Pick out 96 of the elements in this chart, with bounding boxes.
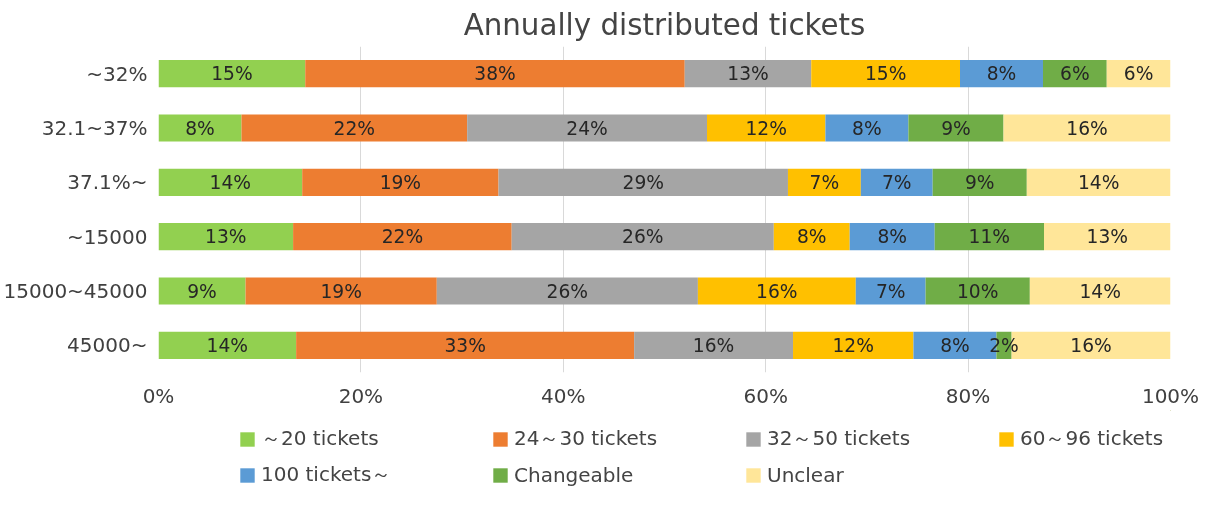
bar: [707, 114, 826, 142]
data-label: 26%: [622, 226, 664, 248]
bar: [684, 60, 812, 88]
bar: [498, 168, 788, 196]
bar: [932, 168, 1027, 196]
x-tick-label: 100%: [1141, 383, 1200, 408]
bar: [634, 331, 794, 359]
data-label: 7%: [809, 171, 840, 193]
bar: [849, 223, 935, 251]
legend-label: 100 tickets～: [261, 461, 393, 488]
data-label: 24%: [566, 117, 608, 139]
data-label: 13%: [1086, 226, 1128, 248]
data-label: 6%: [1060, 63, 1090, 85]
legend-label: Unclear: [767, 462, 845, 487]
y-tick-label: 37.1%~: [67, 170, 148, 195]
bar: [908, 114, 1004, 142]
data-label: 11%: [968, 226, 1011, 248]
data-label: 7%: [881, 171, 912, 193]
data-label: 19%: [379, 171, 422, 193]
bar: [436, 277, 698, 305]
data-label: 7%: [875, 280, 906, 302]
data-label: 16%: [756, 280, 798, 302]
data-label: 6%: [1123, 63, 1154, 85]
data-label: 8%: [940, 334, 970, 356]
data-label: 12%: [832, 334, 874, 356]
y-tick-label: ~32%: [86, 61, 148, 86]
y-tick-label: 45000~: [67, 333, 148, 358]
data-label: 22%: [381, 226, 424, 248]
bar: [158, 168, 303, 196]
data-label: 9%: [964, 171, 995, 193]
legend-label: ～20 tickets: [261, 425, 380, 452]
data-label: 33%: [444, 334, 486, 356]
data-label: 13%: [727, 63, 769, 85]
data-label: 15%: [864, 63, 907, 85]
x-tick-label: 0%: [142, 383, 175, 408]
data-label: 16%: [1070, 334, 1112, 356]
bar: [158, 60, 306, 88]
bar: [1026, 168, 1171, 196]
bar: [855, 277, 926, 305]
bar: [158, 223, 294, 251]
bar: [697, 277, 856, 305]
y-tick-label: 32.1~37%: [41, 116, 148, 140]
bar: [934, 223, 1044, 251]
bar: [1003, 114, 1171, 142]
data-label: 12%: [745, 117, 787, 139]
y-tick-label: 15000~45000: [3, 279, 148, 303]
bar: [1044, 223, 1171, 251]
legend-label: 60～96 tickets: [1020, 425, 1165, 452]
data-label: 14%: [1079, 280, 1121, 302]
bar: [296, 331, 635, 359]
bar: [158, 114, 242, 142]
data-label: 9%: [941, 117, 971, 139]
data-label: 8%: [796, 226, 827, 248]
data-label: 9%: [187, 280, 217, 302]
bar: [241, 114, 468, 142]
bar: [302, 168, 499, 196]
legend-label: Changeable: [514, 462, 635, 487]
data-label: 26%: [546, 280, 589, 302]
x-tick-label: 20%: [338, 383, 384, 408]
bar: [793, 331, 914, 359]
data-label: 14%: [209, 171, 252, 193]
data-label: 38%: [474, 63, 516, 85]
legend-label: 24～30 tickets: [514, 425, 659, 452]
data-label: 13%: [205, 226, 247, 248]
bar: [158, 331, 297, 359]
bar: [811, 60, 960, 88]
legend-label: 32～50 tickets: [767, 425, 912, 452]
data-label: 14%: [206, 334, 249, 356]
x-tick-label: 40%: [541, 383, 586, 408]
data-label: 22%: [333, 117, 376, 139]
y-tick-label: ~15000: [67, 224, 148, 249]
data-label: 29%: [622, 171, 664, 193]
bar: [925, 277, 1030, 305]
x-tick-label: 60%: [743, 383, 788, 408]
chart-title: Annually distributed tickets: [463, 7, 866, 42]
data-label: 8%: [877, 226, 908, 248]
x-tick-label: 80%: [945, 383, 991, 408]
bar: [860, 168, 933, 196]
data-label: 8%: [852, 117, 882, 139]
bar: [511, 223, 774, 251]
bar: [825, 114, 909, 142]
bar: [467, 114, 707, 142]
data-label: 16%: [1066, 117, 1108, 139]
data-label: 10%: [956, 280, 999, 302]
bar: [305, 60, 685, 88]
data-label: 16%: [692, 334, 735, 356]
data-label: 14%: [1077, 171, 1120, 193]
bar: [787, 168, 861, 196]
data-label: 15%: [211, 63, 253, 85]
data-label: 19%: [320, 280, 362, 302]
bar: [1029, 277, 1171, 305]
bar: [158, 277, 246, 305]
data-label: 8%: [986, 63, 1017, 85]
data-label: 8%: [185, 117, 215, 139]
bar: [245, 277, 437, 305]
bar: [293, 223, 512, 251]
